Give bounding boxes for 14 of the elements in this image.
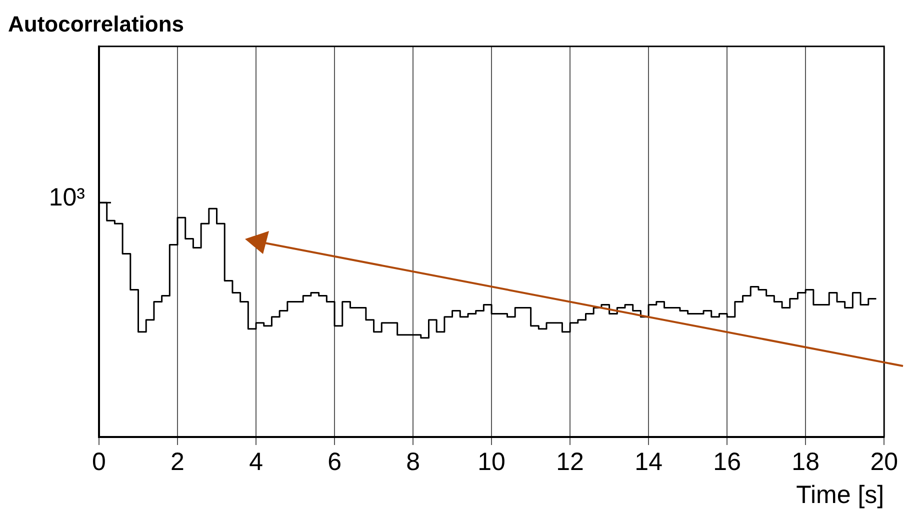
x-axis-title: Time [s] (796, 480, 884, 509)
chart-title: Autocorrelations (8, 11, 184, 36)
text: 10³ (48, 184, 85, 212)
x-tick-label: 6 (328, 448, 342, 476)
x-tick-label: 14 (634, 448, 663, 476)
x-tick-label: 4 (249, 448, 264, 476)
x-tick-label: 12 (556, 448, 584, 476)
x-tick-label: 16 (713, 448, 741, 476)
x-tick-label: 0 (92, 448, 106, 476)
x-tick-label: 8 (406, 448, 420, 476)
x-tick-label: 2 (170, 448, 184, 476)
x-tick-label: 18 (792, 448, 820, 476)
x-tick-label: 10 (478, 448, 506, 476)
x-tick-label: 20 (870, 448, 898, 476)
